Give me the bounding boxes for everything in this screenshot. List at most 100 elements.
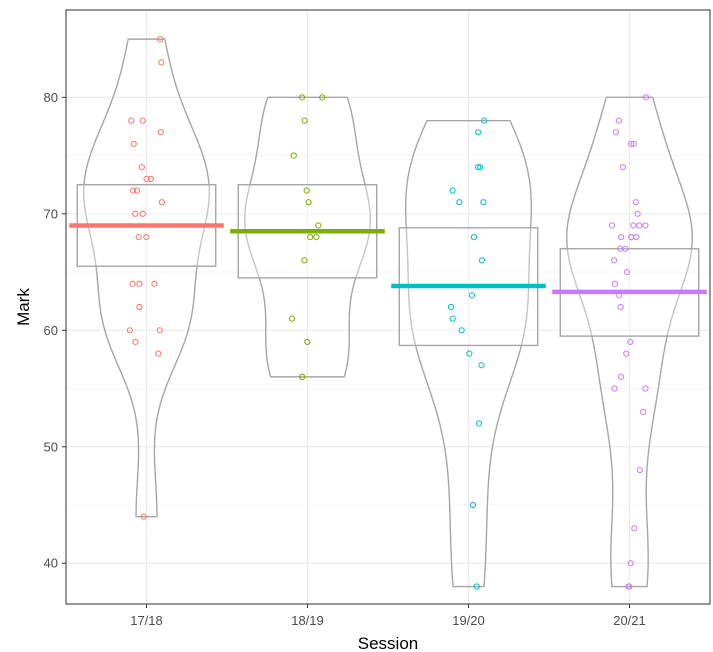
y-tick-label: 70 [44, 206, 58, 221]
data-point [157, 129, 164, 136]
data-point [132, 338, 139, 346]
mean-lines [69, 223, 707, 295]
data-point [298, 94, 306, 101]
data-point [640, 408, 647, 415]
data-point [156, 327, 163, 334]
data-point [611, 280, 619, 287]
axes: 40 50 60 70 80 17/18 18/19 19/20 20/21 [44, 90, 646, 628]
violin-17-18 [83, 38, 210, 518]
data-point [634, 210, 641, 217]
data-point [136, 303, 143, 311]
x-tick-label: 18/19 [291, 613, 324, 628]
data-point [449, 315, 456, 322]
grid-lines [66, 10, 710, 604]
data-point [610, 257, 618, 264]
x-tick-label: 17/18 [130, 613, 163, 628]
data-point [470, 234, 478, 241]
data-point [128, 117, 135, 124]
data-point [618, 234, 625, 241]
data-point [147, 175, 154, 182]
data-point [307, 234, 314, 241]
data-point [133, 187, 141, 194]
data-point [130, 140, 137, 148]
data-point [290, 152, 297, 159]
data-point [468, 292, 475, 299]
data-point [627, 560, 634, 567]
y-axis-title: Mark [14, 288, 33, 326]
data-point [135, 234, 142, 241]
data-point [642, 385, 649, 392]
data-point [623, 350, 630, 357]
data-point [619, 164, 626, 171]
data-point [140, 513, 147, 520]
data-points [126, 36, 650, 590]
data-point [618, 373, 625, 380]
y-tick-label: 40 [44, 556, 58, 571]
data-point [478, 257, 485, 264]
data-point [466, 350, 473, 357]
x-tick-label: 19/20 [452, 613, 485, 628]
data-point [313, 234, 320, 241]
data-point [615, 117, 622, 124]
data-point [139, 117, 146, 124]
data-point [642, 222, 649, 229]
data-point [301, 257, 308, 264]
data-point [447, 303, 455, 311]
data-point [158, 199, 166, 206]
data-point [473, 583, 480, 590]
data-point [628, 140, 635, 148]
x-tick-label: 20/21 [613, 613, 646, 628]
data-point [475, 420, 483, 427]
data-point [623, 268, 631, 276]
data-point [151, 280, 158, 287]
data-point [478, 362, 485, 369]
data-point [636, 222, 643, 229]
data-point [155, 350, 162, 357]
data-point [617, 245, 624, 252]
y-tick-label: 60 [44, 323, 58, 338]
data-point [143, 175, 150, 182]
data-point [631, 525, 638, 532]
data-point [315, 222, 322, 229]
data-point [469, 501, 476, 509]
data-point [630, 222, 637, 229]
data-point [143, 234, 150, 241]
data-point [303, 187, 310, 194]
data-point [301, 117, 308, 124]
data-point [304, 338, 311, 346]
data-point [299, 373, 306, 380]
data-point [643, 94, 650, 101]
violins [83, 38, 693, 588]
data-point [288, 315, 296, 322]
data-point [481, 117, 488, 124]
data-point [628, 234, 635, 241]
data-point [129, 187, 137, 194]
violin-20-21 [566, 96, 693, 588]
violin-18-19 [244, 96, 371, 378]
data-point [477, 164, 484, 171]
data-point [474, 164, 482, 171]
y-tick-label: 50 [44, 439, 58, 454]
data-point [632, 199, 639, 206]
data-point [126, 327, 133, 334]
data-point [449, 187, 456, 194]
data-point [319, 94, 326, 101]
data-point [630, 140, 637, 148]
data-point [612, 129, 620, 136]
violin-19-20 [405, 119, 532, 588]
data-point [480, 199, 487, 206]
data-point [626, 583, 633, 590]
plot-border [65, 9, 711, 605]
data-point [627, 338, 634, 346]
data-point [138, 164, 145, 171]
data-point [475, 129, 482, 136]
data-point [458, 327, 465, 334]
y-tick-label: 80 [44, 90, 58, 105]
data-point [305, 199, 312, 206]
data-point [139, 210, 146, 217]
data-point [456, 199, 463, 206]
data-point [129, 280, 136, 287]
data-point [617, 303, 624, 311]
